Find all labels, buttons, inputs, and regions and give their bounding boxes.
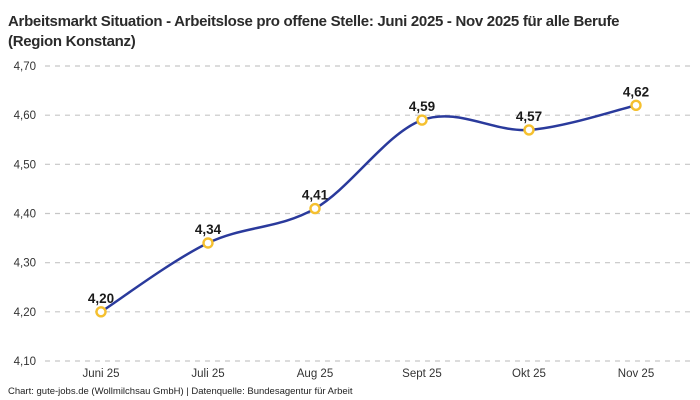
data-point-marker — [416, 114, 428, 126]
y-axis-tick-label: 4,50 — [14, 159, 36, 171]
data-point-label: 4,59 — [409, 99, 435, 114]
y-axis-tick-label: 4,40 — [14, 209, 36, 221]
y-axis-tick-label: 4,10 — [14, 356, 36, 368]
x-axis-tick-label: Sept 25 — [402, 368, 442, 380]
y-axis-tick-label: 4,30 — [14, 258, 36, 270]
x-axis-tick-label: Nov 25 — [618, 368, 654, 380]
data-point-marker — [523, 124, 535, 136]
y-axis-tick-label: 4,60 — [14, 110, 36, 122]
chart-credit: Chart: gute-jobs.de (Wollmilchsau GmbH) … — [8, 386, 353, 397]
data-point-marker — [95, 306, 107, 318]
data-point-marker — [202, 237, 214, 249]
x-axis-tick-label: Okt 25 — [512, 368, 546, 380]
y-axis-tick-label: 4,20 — [14, 307, 36, 319]
y-axis-tick-label: 4,70 — [14, 61, 36, 73]
data-point-marker — [309, 202, 321, 215]
series-line — [99, 104, 638, 314]
x-axis-tick-label: Aug 25 — [297, 368, 333, 380]
data-point-label: 4,20 — [88, 291, 114, 306]
x-axis-tick-label: Juli 25 — [191, 368, 224, 380]
data-point-label: 4,62 — [623, 84, 649, 99]
data-point-marker — [630, 99, 642, 112]
page-title: Arbeitsmarkt Situation - Arbeitslose pro… — [8, 13, 620, 51]
data-point-label: 4,57 — [516, 109, 542, 124]
x-axis-tick-label: Juni 25 — [82, 368, 119, 380]
data-point-label: 4,41 — [302, 188, 329, 203]
data-point-label: 4,34 — [195, 222, 222, 237]
